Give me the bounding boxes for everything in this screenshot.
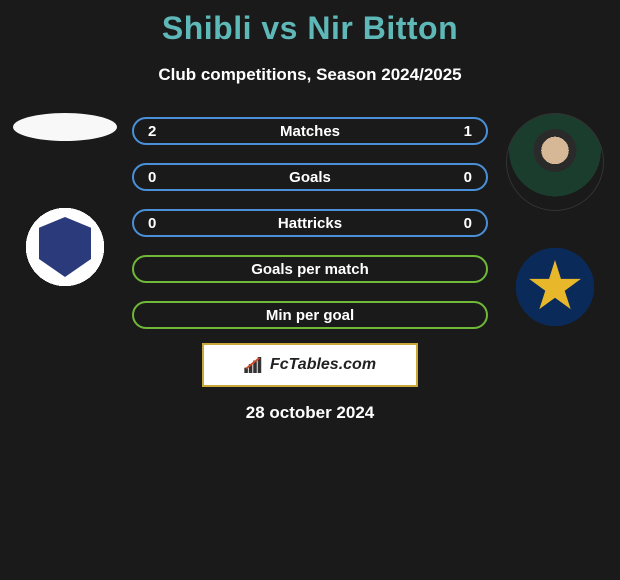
brand-label: FcTables.com xyxy=(270,356,376,374)
stat-bar: 0 Goals 0 xyxy=(132,163,488,191)
brand-watermark: FcTables.com xyxy=(202,343,418,387)
stat-value-right: 0 xyxy=(464,215,472,232)
stat-bar: Min per goal xyxy=(132,301,488,329)
stat-label: Matches xyxy=(280,123,340,140)
stat-bar: 0 Hattricks 0 xyxy=(132,209,488,237)
stat-label: Hattricks xyxy=(278,215,342,232)
date-label: 28 october 2024 xyxy=(0,403,620,423)
stat-label: Goals xyxy=(289,169,331,186)
right-player-column xyxy=(500,113,610,329)
stat-value-left: 2 xyxy=(148,123,156,140)
stat-bar: Goals per match xyxy=(132,255,488,283)
page-title: Shibli vs Nir Bitton xyxy=(0,0,620,47)
club-left-crest xyxy=(15,205,115,289)
left-player-column xyxy=(10,113,120,289)
stat-value-left: 0 xyxy=(148,215,156,232)
stat-value-left: 0 xyxy=(148,169,156,186)
stats-column: 2 Matches 1 0 Goals 0 0 Hattricks 0 Goals per mat… xyxy=(120,113,500,329)
stat-label: Goals per match xyxy=(251,261,369,278)
player-left-avatar xyxy=(13,113,117,141)
subtitle: Club competitions, Season 2024/2025 xyxy=(0,65,620,85)
stat-value-right: 1 xyxy=(464,123,472,140)
stat-bar: 2 Matches 1 xyxy=(132,117,488,145)
stat-label: Min per goal xyxy=(266,307,354,324)
comparison-content: 2 Matches 1 0 Goals 0 0 Hattricks 0 Goals per mat… xyxy=(0,113,620,329)
bars-icon xyxy=(244,357,266,373)
stat-value-right: 0 xyxy=(464,169,472,186)
player-right-avatar xyxy=(506,113,604,211)
club-right-crest xyxy=(505,245,605,329)
